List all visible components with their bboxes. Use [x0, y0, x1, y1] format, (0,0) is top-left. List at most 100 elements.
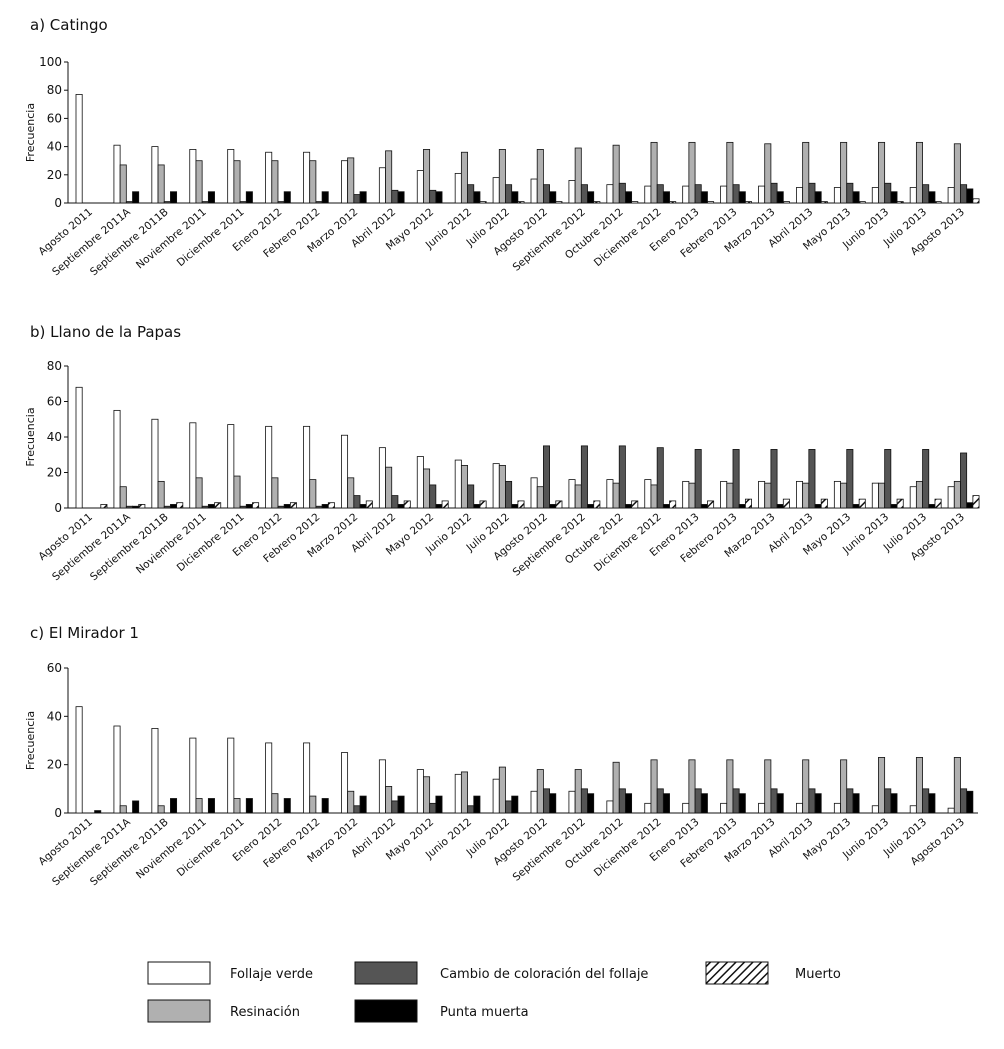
bar-punta-muerta-julio-2013 [928, 191, 936, 204]
bar-follaje-verde-mayo-2013 [833, 802, 841, 814]
bar-punta-muerta-junio-2012 [473, 504, 481, 509]
bar-muerto-junio-2013 [896, 498, 904, 509]
legend-swatch-follaje-verde [147, 961, 211, 985]
bar-punta-muerta-julio-2012 [511, 191, 519, 204]
bar-cambio-de-coloracion-del-follaje-abril-2012 [391, 800, 399, 814]
bar-punta-muerta-marzo-2013 [776, 504, 784, 509]
bar-resinacion-diciembre-2012 [650, 484, 658, 509]
x-tick-label: Diciembre 2012 [592, 511, 664, 574]
bar-cambio-de-coloracion-del-follaje-agosto-2013 [960, 788, 968, 814]
bar-punta-muerta-junio-2012 [473, 795, 481, 814]
bar-follaje-verde-septiembre-2011a [113, 144, 121, 204]
bar-muerto-abril-2013 [820, 498, 828, 509]
bar-muerto-agosto-2013 [972, 198, 980, 204]
bar-punta-muerta-agosto-2012 [549, 793, 557, 814]
bar-muerto-enero-2012 [289, 502, 297, 509]
bar-punta-muerta-marzo-2012 [359, 795, 367, 814]
bar-resinacion-septiembre-2012 [574, 484, 582, 509]
bar-follaje-verde-octubre-2012 [606, 184, 614, 204]
bar-follaje-verde-abril-2013 [796, 187, 804, 204]
legend-swatch-resinacion [147, 999, 211, 1023]
bar-cambio-de-coloracion-del-follaje-septiembre-2012 [580, 788, 588, 814]
bar-resinacion-mayo-2013 [840, 141, 848, 204]
bar-follaje-verde-enero-2012 [265, 425, 273, 509]
bar-muerto-septiembre-2011b [176, 502, 184, 509]
bar-follaje-verde-abril-2012 [378, 759, 386, 814]
bar-punta-muerta-septiembre-2011a [132, 505, 140, 509]
bar-muerto-septiembre-2012 [593, 500, 601, 509]
bar-cambio-de-coloracion-del-follaje-abril-2012 [391, 189, 399, 204]
bar-follaje-verde-febrero-2012 [303, 151, 311, 204]
bar-muerto-junio-2013 [896, 201, 904, 204]
bar-cambio-de-coloracion-del-follaje-marzo-2012 [353, 805, 361, 814]
bar-follaje-verde-mayo-2012 [416, 170, 424, 204]
legend-swatch-punta-muerta [354, 999, 418, 1023]
bar-punta-muerta-agosto-2013 [966, 502, 974, 509]
panel-title: c) El Mirador 1 [30, 624, 139, 642]
bar-resinacion-septiembre-2011b [157, 805, 165, 814]
bar-resinacion-octubre-2012 [612, 144, 620, 204]
bar-punta-muerta-julio-2012 [511, 504, 519, 509]
bar-punta-muerta-junio-2013 [890, 793, 898, 814]
bar-cambio-de-coloracion-del-follaje-diciembre-2012 [656, 447, 664, 509]
x-tick-label: Septiembre 2012 [511, 206, 588, 274]
bar-resinacion-julio-2012 [498, 149, 506, 204]
y-tick-label: 100 [39, 55, 62, 69]
bar-resinacion-julio-2012 [498, 464, 506, 509]
bar-cambio-de-coloracion-del-follaje-septiembre-2012 [580, 445, 588, 509]
bar-muerto-noviembre-2011 [214, 502, 222, 509]
bar-resinacion-septiembre-2011a [119, 486, 127, 509]
bar-cambio-de-coloracion-del-follaje-agosto-2012 [543, 184, 551, 204]
bar-follaje-verde-junio-2013 [871, 805, 879, 814]
bar-cambio-de-coloracion-del-follaje-abril-2013 [808, 182, 816, 204]
bar-punta-muerta-enero-2012 [283, 504, 291, 509]
bar-punta-muerta-noviembre-2011 [207, 798, 215, 814]
bar-follaje-verde-septiembre-2012 [568, 479, 576, 509]
bar-punta-muerta-agosto-2012 [549, 191, 557, 204]
x-tick-label: Septiembre 2012 [511, 511, 588, 579]
x-tick-label: Noviembre 2011 [134, 206, 209, 271]
bar-muerto-enero-2013 [707, 500, 715, 509]
bar-cambio-de-coloracion-del-follaje-diciembre-2012 [656, 788, 664, 814]
bar-punta-muerta-noviembre-2011 [207, 191, 215, 204]
bar-punta-muerta-septiembre-2012 [587, 793, 595, 814]
bar-cambio-de-coloracion-del-follaje-agosto-2013 [960, 184, 968, 204]
bar-muerto-agosto-2013 [972, 495, 980, 509]
bar-muerto-febrero-2013 [744, 498, 752, 509]
bar-muerto-octubre-2012 [631, 201, 639, 204]
bar-resinacion-mayo-2012 [423, 776, 431, 814]
bar-muerto-agosto-2011 [100, 504, 108, 509]
bar-follaje-verde-diciembre-2011 [227, 424, 235, 509]
x-tick-label: Noviembre 2011 [134, 816, 209, 881]
bar-punta-muerta-mayo-2013 [852, 191, 860, 204]
bar-resinacion-septiembre-2011a [119, 164, 127, 204]
bar-cambio-de-coloracion-del-follaje-julio-2012 [505, 480, 513, 509]
bar-follaje-verde-enero-2012 [265, 742, 273, 814]
bar-cambio-de-coloracion-del-follaje-noviembre-2011 [201, 505, 209, 509]
bar-cambio-de-coloracion-del-follaje-marzo-2013 [770, 788, 778, 814]
bar-punta-muerta-diciembre-2011 [245, 798, 253, 814]
bar-punta-muerta-marzo-2012 [359, 191, 367, 204]
bar-resinacion-septiembre-2012 [574, 769, 582, 814]
bar-punta-muerta-enero-2013 [700, 504, 708, 509]
bar-punta-muerta-abril-2013 [814, 191, 822, 204]
bar-resinacion-agosto-2012 [536, 486, 544, 509]
bar-cambio-de-coloracion-del-follaje-abril-2013 [808, 788, 816, 814]
bar-punta-muerta-agosto-2013 [966, 188, 974, 204]
bar-resinacion-septiembre-2011b [157, 164, 165, 204]
bar-cambio-de-coloracion-del-follaje-octubre-2012 [618, 182, 626, 204]
bar-punta-muerta-julio-2012 [511, 795, 519, 814]
bar-punta-muerta-agosto-2011 [94, 810, 102, 814]
bar-follaje-verde-septiembre-2011b [151, 418, 159, 509]
bar-follaje-verde-enero-2013 [682, 802, 690, 814]
bar-punta-muerta-mayo-2013 [852, 793, 860, 814]
bar-follaje-verde-junio-2013 [871, 187, 879, 204]
bar-follaje-verde-abril-2013 [796, 480, 804, 509]
bar-cambio-de-coloracion-del-follaje-agosto-2012 [543, 788, 551, 814]
bar-punta-muerta-junio-2013 [890, 504, 898, 509]
legend-label-follaje-verde: Follaje verde [230, 967, 313, 982]
bar-cambio-de-coloracion-del-follaje-junio-2012 [467, 484, 475, 509]
bar-cambio-de-coloracion-del-follaje-enero-2012 [277, 505, 285, 509]
x-tick-label: Diciembre 2011 [175, 816, 247, 879]
